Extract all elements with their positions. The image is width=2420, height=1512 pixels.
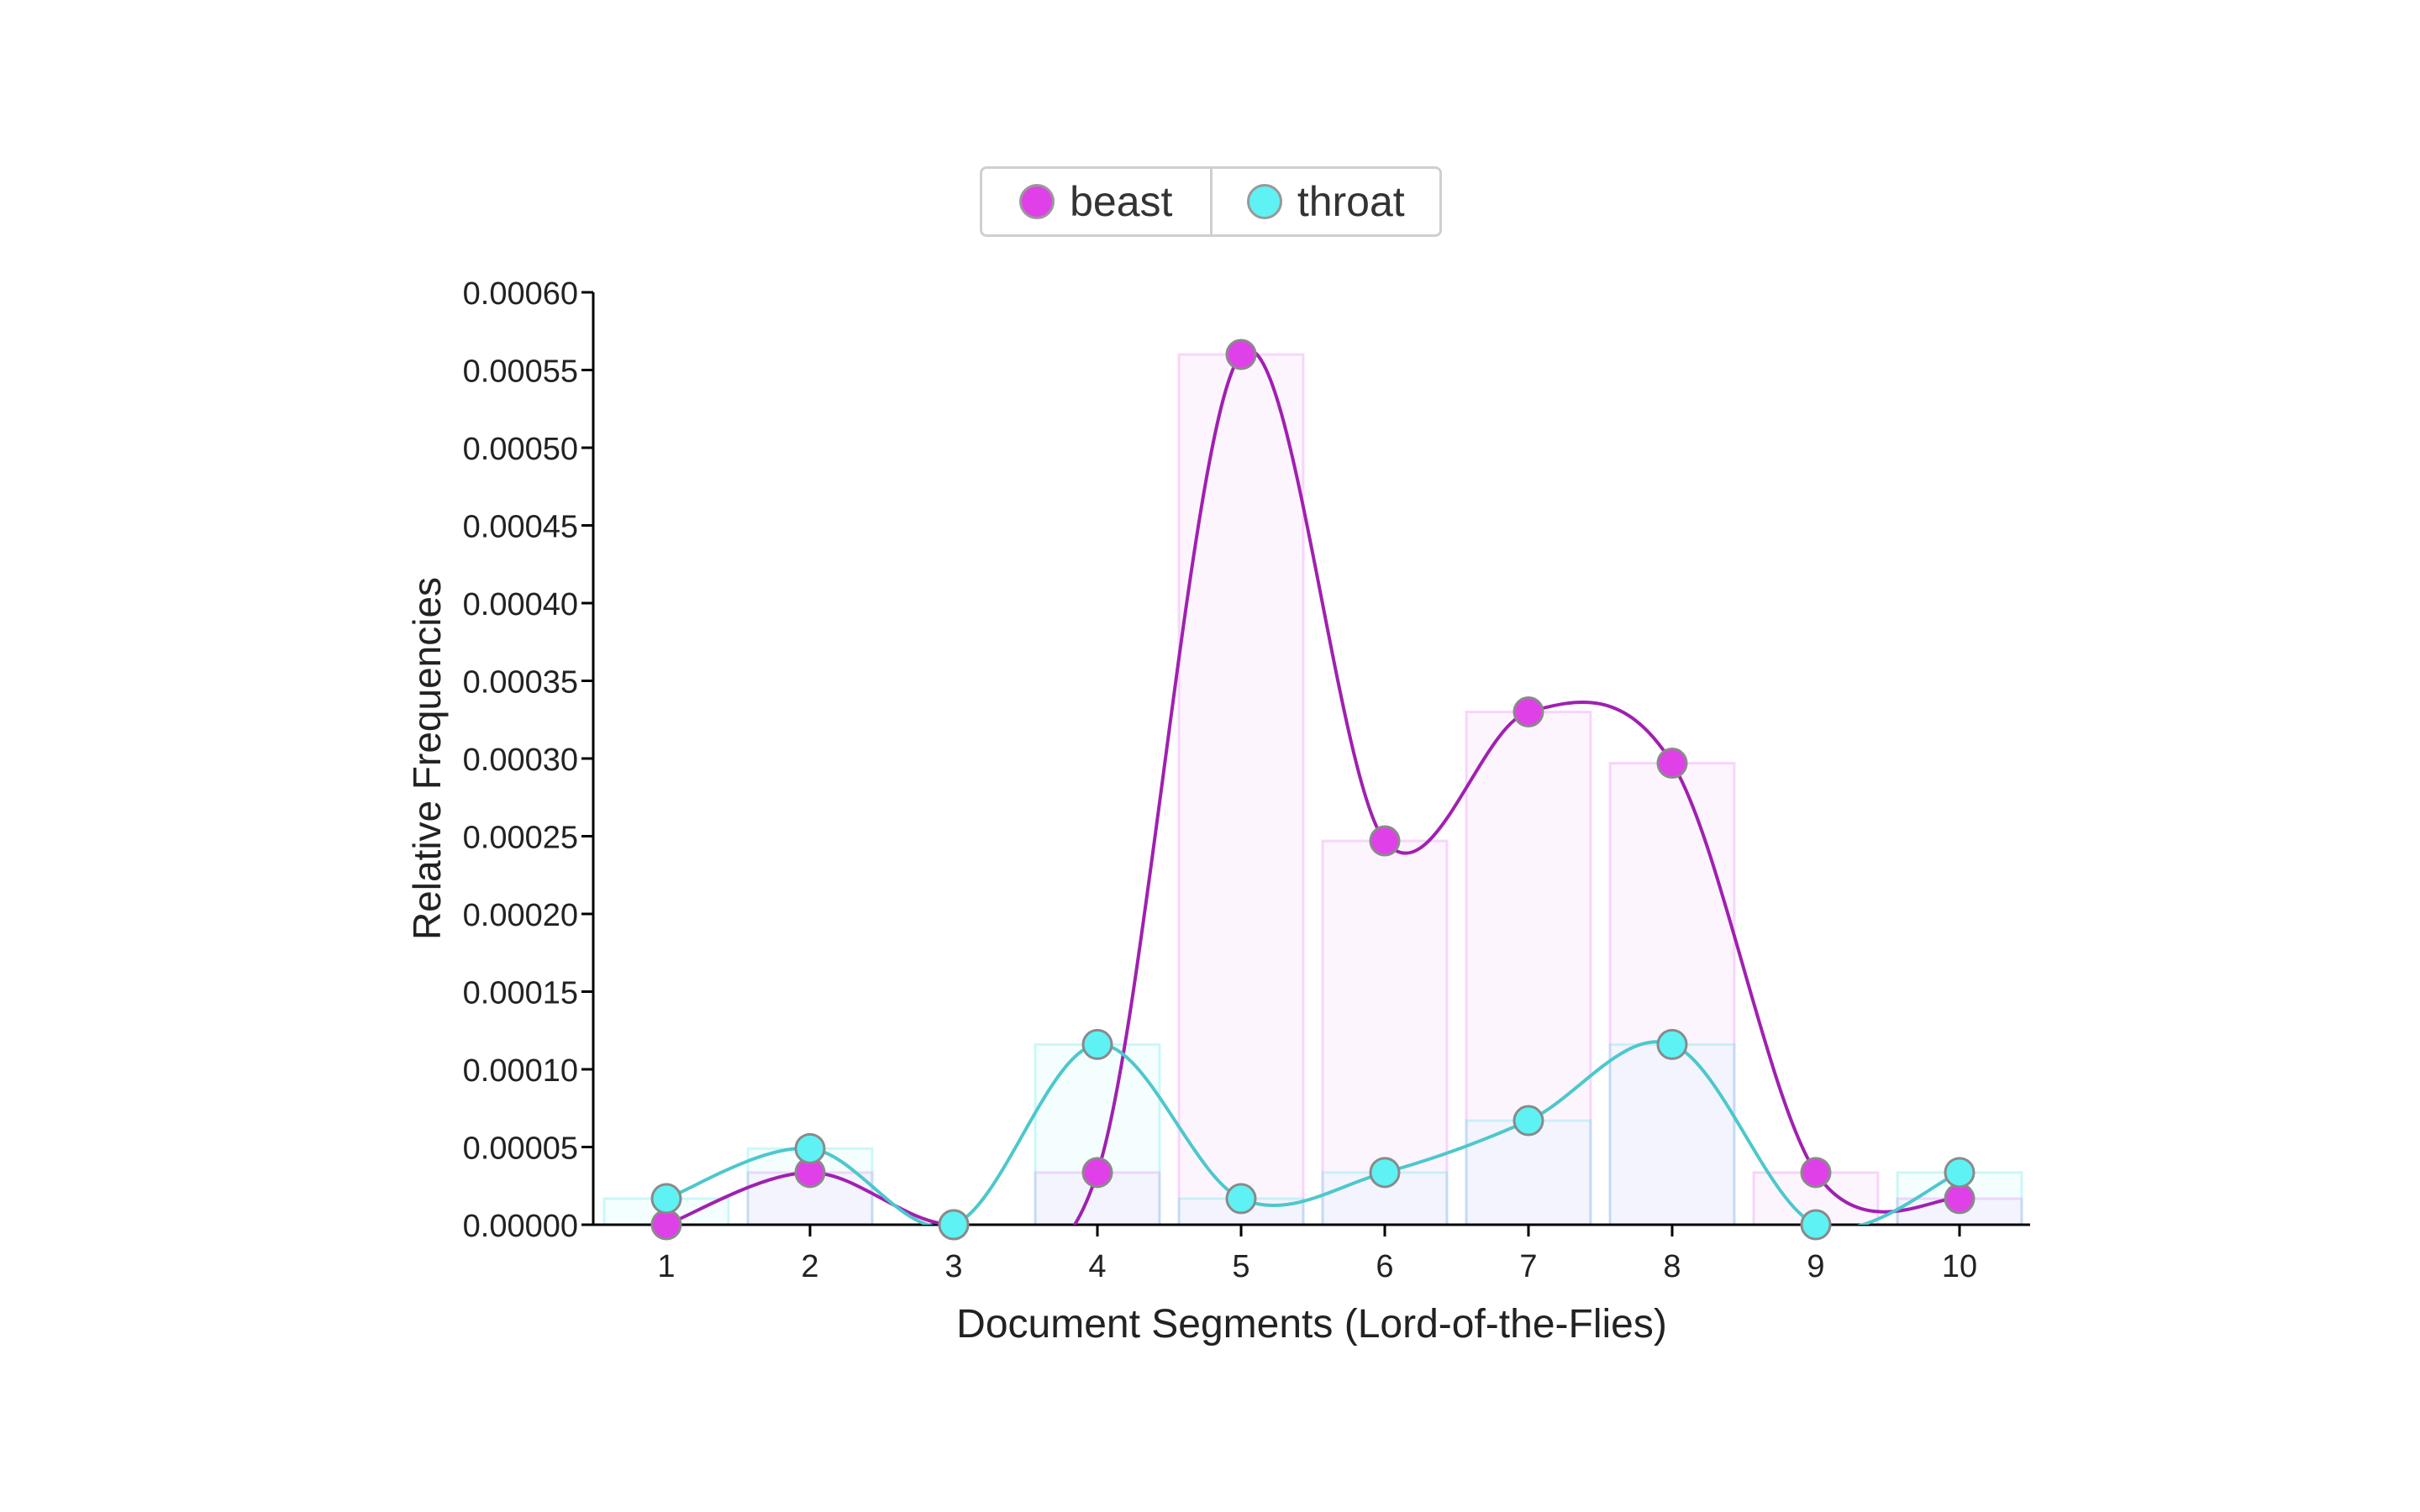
legend-item-throat[interactable]: throat <box>1209 169 1440 234</box>
x-tick-label: 5 <box>1232 1249 1249 1284</box>
point-beast-6 <box>1369 825 1401 857</box>
point-throat-3 <box>938 1209 970 1241</box>
point-throat-10 <box>1944 1157 1975 1189</box>
bars-layer <box>602 353 2023 1226</box>
legend-swatch-beast-icon <box>1019 184 1055 219</box>
point-throat-2 <box>794 1132 826 1164</box>
y-tick-label: 0.00040 <box>463 587 578 622</box>
x-axis-title: Document Segments (Lord-of-the-Flies) <box>956 1302 1667 1347</box>
legend-swatch-throat-icon <box>1246 184 1282 219</box>
points-layer <box>650 339 1975 1241</box>
point-beast-4 <box>1081 1157 1113 1189</box>
x-tick-label: 7 <box>1519 1249 1537 1284</box>
y-tick-label: 0.00015 <box>463 976 578 1011</box>
bar-throat-8 <box>1608 1042 1736 1226</box>
point-throat-5 <box>1225 1183 1257 1215</box>
y-tick-label: 0.00005 <box>463 1131 578 1167</box>
legend: beast throat <box>980 166 1442 237</box>
bar-throat-7 <box>1465 1119 1592 1226</box>
point-beast-7 <box>1512 696 1544 727</box>
x-tick-label: 3 <box>944 1249 962 1284</box>
x-ticks: 1 2 3 4 5 6 7 8 9 10 <box>657 1225 1977 1284</box>
y-tick-label: 0.00030 <box>463 743 578 778</box>
y-tick-label: 0.00025 <box>463 821 578 856</box>
point-throat-4 <box>1081 1028 1113 1060</box>
y-tick-label: 0.00050 <box>463 432 578 467</box>
y-ticks: 0.00000 0.00005 0.00010 0.00015 0.00020 0.000… <box>463 276 593 1244</box>
point-beast-10 <box>1944 1183 1975 1215</box>
x-tick-label: 9 <box>1807 1249 1824 1284</box>
legend-label-beast: beast <box>1070 178 1173 225</box>
x-tick-label: 6 <box>1376 1249 1393 1284</box>
y-tick-label: 0.00035 <box>463 665 578 701</box>
point-throat-9 <box>1800 1209 1832 1241</box>
point-beast-8 <box>1656 748 1688 780</box>
series-line-beast <box>666 349 1960 1225</box>
y-tick-label: 0.00055 <box>463 354 578 390</box>
point-beast-5 <box>1225 339 1257 370</box>
bar-throat-4 <box>1034 1042 1161 1226</box>
legend-label-throat: throat <box>1297 178 1405 225</box>
x-tick-label: 8 <box>1663 1249 1681 1284</box>
y-tick-label: 0.00060 <box>463 276 578 312</box>
bar-beast-5 <box>1177 353 1305 1226</box>
y-tick-label: 0.00000 <box>463 1209 578 1244</box>
lines-layer <box>666 349 1960 1225</box>
y-tick-label: 0.00020 <box>463 898 578 933</box>
x-tick-label: 1 <box>657 1249 675 1284</box>
axes-layer: 0.00000 0.00005 0.00010 0.00015 0.00020 0.000… <box>405 276 2030 1347</box>
legend-item-beast[interactable]: beast <box>982 169 1210 234</box>
y-axis-title: Relative Frequencies <box>405 577 449 940</box>
x-tick-label: 10 <box>1942 1249 1977 1284</box>
point-beast-1 <box>650 1209 682 1241</box>
point-throat-1 <box>650 1183 682 1215</box>
series-line-throat <box>666 1040 1960 1225</box>
x-tick-label: 4 <box>1088 1249 1106 1284</box>
point-beast-9 <box>1800 1157 1832 1189</box>
point-throat-8 <box>1656 1028 1688 1060</box>
point-throat-7 <box>1512 1105 1544 1137</box>
point-throat-6 <box>1369 1157 1401 1189</box>
y-tick-label: 0.00045 <box>463 510 578 545</box>
x-tick-label: 2 <box>801 1249 818 1284</box>
y-tick-label: 0.00010 <box>463 1053 578 1089</box>
